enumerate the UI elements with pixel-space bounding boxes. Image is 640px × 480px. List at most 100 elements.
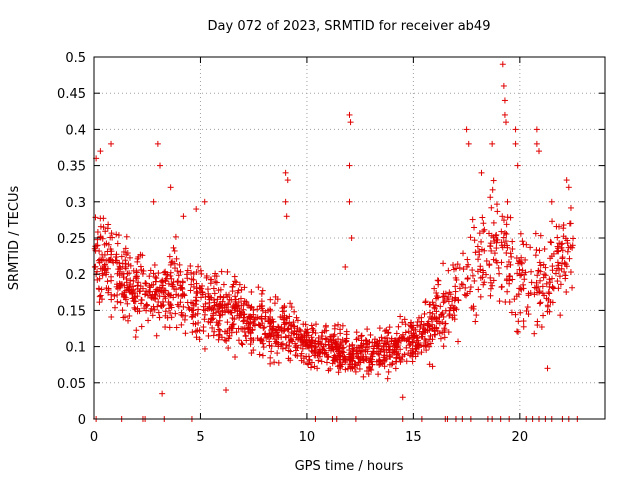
x-tick-label: 0 [90,430,98,445]
data-point [547,238,554,245]
data-point [533,246,540,253]
data-point [100,224,107,231]
data-point [108,230,115,237]
data-point [126,282,133,289]
data-point [93,242,100,249]
data-point [383,327,390,334]
data-point [135,279,142,286]
data-point [512,140,519,147]
data-point [243,337,250,344]
data-point [528,268,535,275]
data-point [265,307,272,314]
data-point [563,177,570,184]
data-point [463,126,470,133]
data-point [223,337,230,344]
data-point [211,302,218,309]
data-point [462,284,469,291]
x-tick-label: 5 [196,430,204,445]
y-tick-label: 0.35 [57,160,86,175]
data-point [409,358,416,365]
data-point [231,273,238,280]
data-point [236,305,243,312]
data-point [375,371,382,378]
data-point [255,321,262,328]
data-point [380,359,387,366]
data-point [238,340,245,347]
data-point [155,309,162,316]
data-point [347,119,354,126]
data-point [247,313,254,320]
data-point [453,306,460,313]
data-point [520,285,527,292]
data-point [493,245,500,252]
data-point [167,292,174,299]
data-point [506,298,513,305]
data-point [249,326,256,333]
data-point [193,290,200,297]
data-point [201,316,208,323]
data-point [172,233,179,240]
data-point [527,244,534,251]
data-point [501,111,508,118]
data-point [544,365,551,372]
data-point [139,270,146,277]
data-point [507,214,514,221]
data-point [544,303,551,310]
data-point [554,259,561,266]
data-point [287,321,294,328]
data-point [189,329,196,336]
data-point [504,198,511,205]
data-point [293,314,300,321]
data-point [508,309,515,316]
data-point [263,334,270,341]
data-point [383,340,390,347]
data-point [215,336,222,343]
data-point [301,331,308,338]
y-tick-label: 0.25 [57,232,86,247]
data-point [495,264,502,271]
data-point [413,337,420,344]
data-point [112,304,119,311]
data-point [324,354,331,361]
data-point [139,252,146,259]
data-point [446,289,453,296]
data-point [216,332,223,339]
data-point [567,204,574,211]
data-point [486,262,493,269]
data-point [126,312,133,319]
data-point [552,270,559,277]
data-point [452,283,459,290]
data-point [146,273,153,280]
data-point [532,252,539,259]
data-point [151,261,158,268]
data-point [187,287,194,294]
data-point [284,177,291,184]
data-point [274,350,281,357]
data-point [116,266,123,273]
data-point [371,343,378,350]
data-point [101,241,108,248]
data-point [242,333,249,340]
data-point [309,348,316,355]
data-point [564,248,571,255]
data-point [566,255,573,262]
data-point [104,248,111,255]
data-point [180,291,187,298]
data-point [498,242,505,249]
data-point [373,342,380,349]
data-point [453,276,460,283]
data-point [209,316,216,323]
data-point [104,225,111,232]
data-point [290,319,297,326]
data-point [469,216,476,223]
data-point [440,299,447,306]
data-point [217,312,224,319]
data-point [209,324,216,331]
data-point [480,228,487,235]
data-point [342,366,349,373]
data-point [472,318,479,325]
data-point [161,269,168,276]
data-point [267,296,274,303]
data-point [92,214,99,221]
data-point [385,330,392,337]
